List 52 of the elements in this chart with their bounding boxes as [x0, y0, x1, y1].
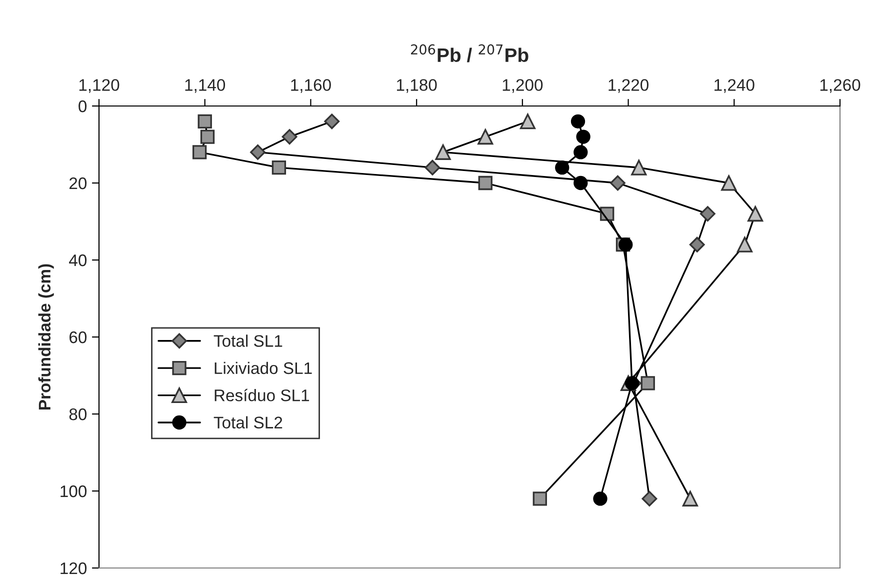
point — [200, 130, 215, 144]
point — [618, 238, 633, 252]
legend-label: Total SL1 — [214, 334, 282, 347]
point — [700, 206, 716, 222]
point — [272, 160, 286, 175]
point — [640, 376, 655, 390]
x-tick-label: 1,200 — [502, 79, 543, 93]
point — [532, 492, 547, 506]
point — [198, 114, 212, 128]
point — [593, 492, 608, 506]
point — [520, 114, 536, 130]
x-tick-label: 1,160 — [291, 79, 331, 93]
point — [642, 490, 658, 506]
x-tick-label: 1,240 — [714, 79, 754, 93]
point — [424, 160, 440, 176]
point — [250, 144, 266, 160]
point — [748, 206, 764, 222]
point — [624, 376, 640, 390]
point — [192, 145, 207, 160]
y-tick-label: 60 — [70, 331, 87, 344]
point — [574, 145, 588, 160]
x-axis-title: $^{206}$Pb / $^{207}$Pb — [410, 44, 528, 62]
point — [282, 129, 298, 145]
y-tick-label: 80 — [69, 408, 87, 420]
point — [721, 175, 737, 191]
legend-label: Total SL2 — [214, 416, 282, 428]
legend-label: Lixiviado SL1 — [214, 362, 312, 374]
point — [682, 490, 698, 506]
y-axis-title: Profundidade (cm) — [38, 264, 54, 410]
point — [574, 176, 588, 190]
point — [478, 129, 494, 145]
y-tick-label: 0 — [78, 100, 87, 112]
legend-label: Resíduo SL1 — [214, 388, 310, 402]
point — [631, 160, 647, 176]
point — [324, 114, 340, 130]
y-tick-label: 100 — [60, 485, 87, 498]
point — [555, 160, 570, 175]
x-tick-label: 1,260 — [820, 79, 860, 93]
point — [610, 175, 626, 191]
x-tick-label: 1,140 — [185, 79, 226, 93]
x-tick-label: 1,220 — [608, 79, 648, 93]
point — [736, 236, 753, 252]
point — [570, 114, 586, 128]
y-tick-label: 40 — [69, 254, 87, 266]
x-tick-label: 1,120 — [79, 79, 120, 93]
point — [689, 236, 705, 252]
x-tick-label: 1,180 — [396, 79, 437, 93]
point — [435, 144, 451, 160]
point — [478, 176, 492, 190]
y-tick-label: 20 — [69, 177, 87, 190]
point — [576, 130, 590, 144]
y-tick-label: 120 — [60, 562, 87, 574]
